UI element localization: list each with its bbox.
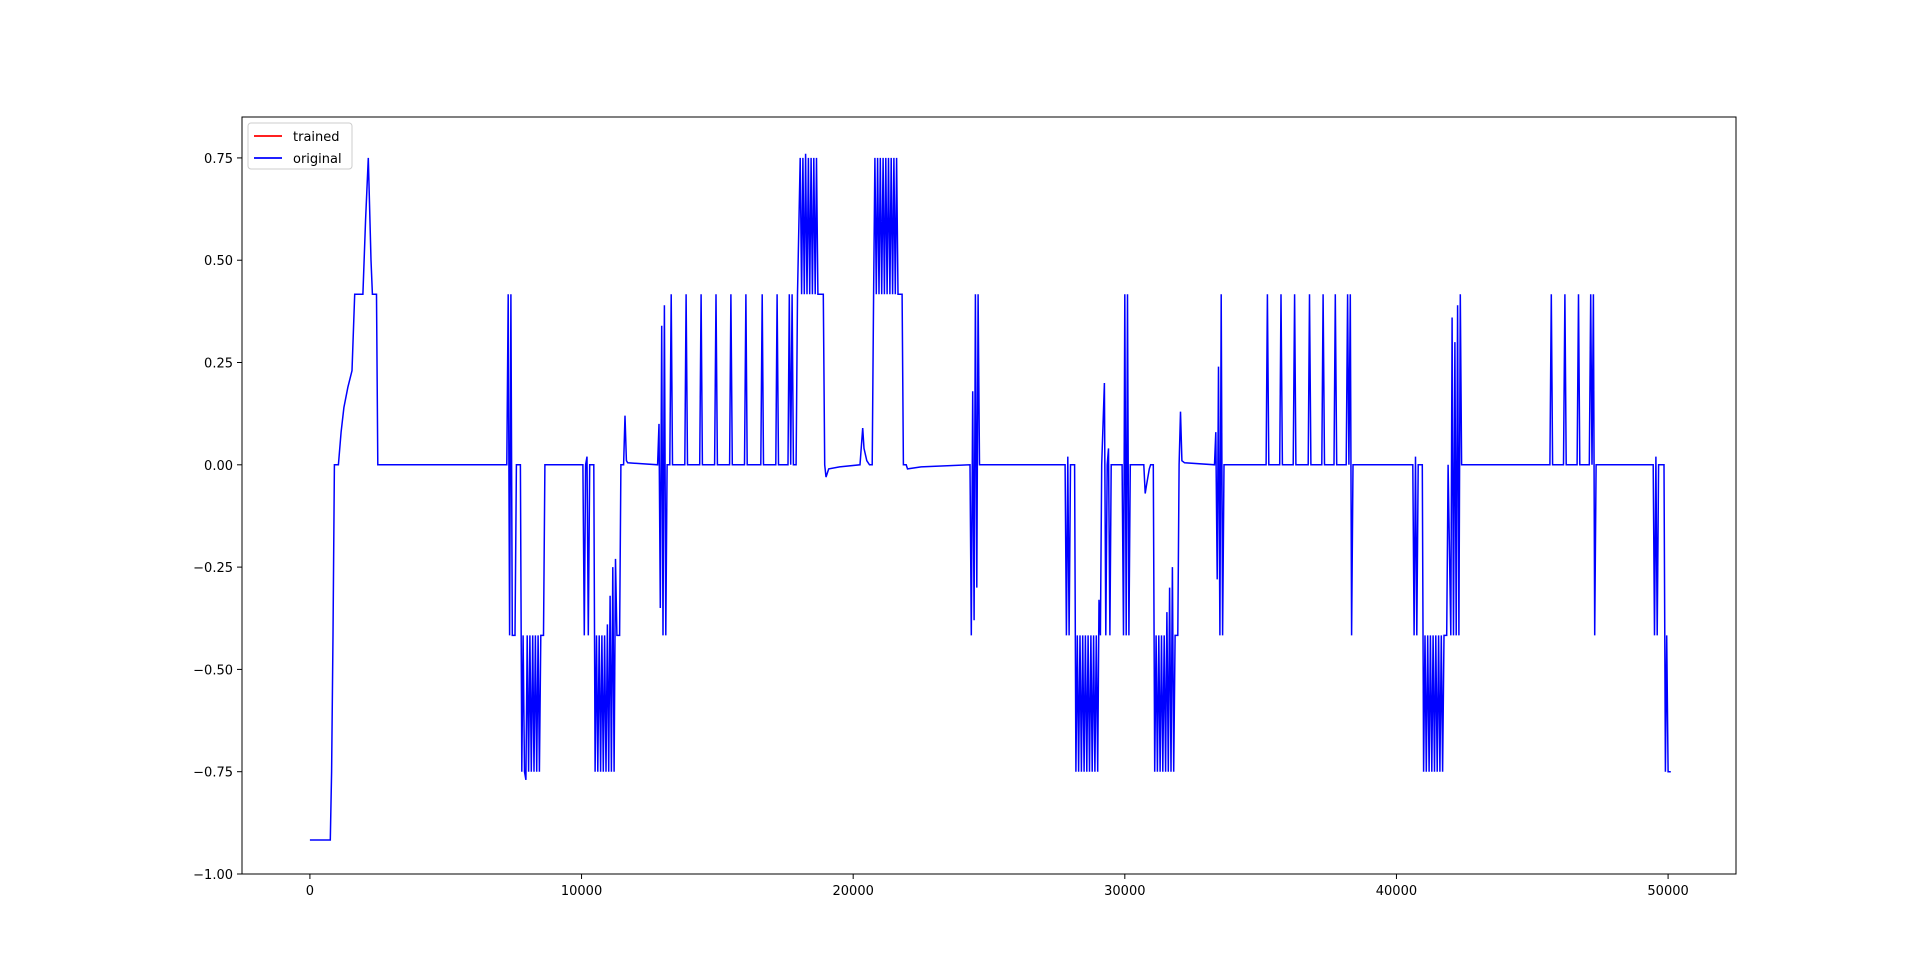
y-tick-label: 0.75 xyxy=(204,152,233,167)
x-tick-label: 40000 xyxy=(1376,884,1417,899)
x-tick-label: 20000 xyxy=(833,884,874,899)
y-tick-label: −1.00 xyxy=(193,868,233,883)
y-tick-label: 0.50 xyxy=(204,254,233,269)
y-tick-label: 0.00 xyxy=(204,459,233,474)
x-tick-label: 0 xyxy=(306,884,314,899)
y-tick-label: −0.25 xyxy=(193,561,233,576)
x-tick-label: 30000 xyxy=(1104,884,1145,899)
x-axis-ticks: 0 10000 20000 30000 40000 50000 xyxy=(306,874,1689,899)
plot-lines xyxy=(309,153,1671,841)
y-axis-ticks: −1.00 −0.75 −0.50 −0.25 0.00 0.25 0.50 0.75 xyxy=(193,152,242,883)
x-tick-label: 10000 xyxy=(561,884,602,899)
y-tick-label: −0.50 xyxy=(193,663,233,678)
y-tick-label: 0.25 xyxy=(204,357,233,372)
legend: trained original xyxy=(247,122,353,170)
legend-label-original: original xyxy=(293,152,342,167)
x-tick-label: 50000 xyxy=(1647,884,1688,899)
y-tick-label: −0.75 xyxy=(193,766,233,781)
plot-frame xyxy=(241,116,1737,875)
series-line-original xyxy=(309,153,1671,841)
legend-label-trained: trained xyxy=(293,130,340,145)
